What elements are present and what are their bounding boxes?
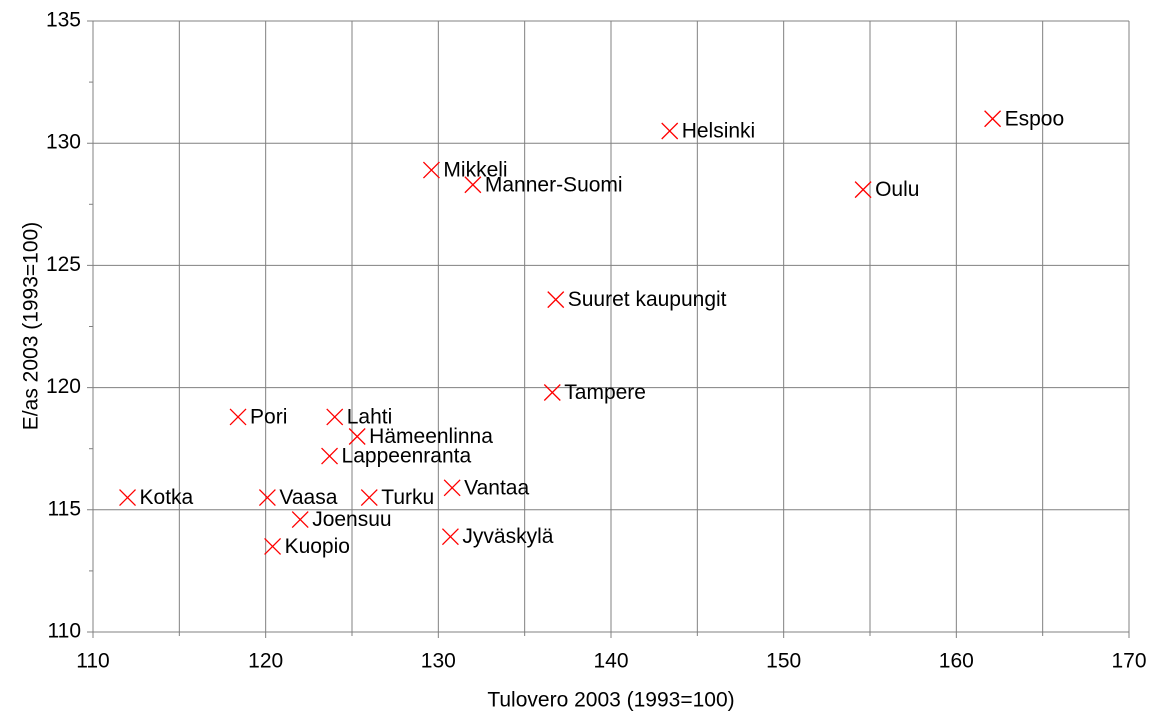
point-label: Hämeenlinna [369, 425, 493, 448]
point [661, 122, 679, 140]
point-label: Mikkeli [443, 159, 507, 182]
x-tick-label: 170 [1111, 650, 1146, 673]
y-tick-label: 115 [48, 497, 81, 520]
point-label: Suuret kaupungit [568, 288, 727, 311]
point-label: Jyväskylä [462, 525, 553, 548]
point-label: Lappeenranta [342, 445, 472, 468]
point-label: Tampere [564, 381, 646, 404]
point-label: Oulu [875, 178, 919, 201]
point [264, 538, 282, 555]
point [443, 479, 461, 497]
point-label: Kuopio [285, 535, 350, 558]
point [441, 528, 459, 546]
x-tick-label: 150 [766, 650, 801, 673]
point [321, 447, 339, 465]
point [291, 511, 309, 529]
point-label: Pori [250, 405, 287, 428]
y-tick-label: 120 [46, 375, 81, 398]
y-tick-label: 125 [46, 253, 81, 276]
point-label: Helsinki [682, 120, 756, 143]
point [543, 384, 561, 401]
point [229, 408, 247, 426]
point-label: Vantaa [464, 476, 529, 499]
point [360, 489, 378, 507]
point [119, 489, 136, 507]
x-tick-label: 120 [248, 650, 283, 673]
point [854, 181, 872, 199]
y-tick-label: 135 [46, 9, 81, 32]
point-label: Espoo [1005, 107, 1065, 130]
y-tick-label: 130 [46, 131, 81, 154]
y-tick-label: 110 [48, 620, 81, 643]
point-label: Vaasa [279, 486, 337, 509]
point-label: Manner-Suomi [485, 173, 623, 196]
point-label: Kotka [140, 486, 194, 509]
x-tick-label: 160 [939, 650, 974, 673]
point-label: Joensuu [312, 508, 391, 531]
point [464, 176, 482, 194]
point-label: Lahti [347, 405, 393, 428]
x-tick-label: 110 [76, 650, 109, 673]
point [422, 161, 440, 179]
point [984, 110, 1002, 128]
point-label: Turku [381, 486, 434, 509]
point [547, 291, 565, 309]
point [348, 428, 366, 445]
x-axis-label: Tulovero 2003 (1993=100) [487, 689, 734, 712]
point [258, 489, 276, 507]
x-tick-label: 140 [593, 650, 628, 673]
x-tick-label: 130 [421, 650, 456, 673]
point [326, 408, 344, 426]
y-axis-label: E/as 2003 (1993=100) [20, 222, 43, 430]
